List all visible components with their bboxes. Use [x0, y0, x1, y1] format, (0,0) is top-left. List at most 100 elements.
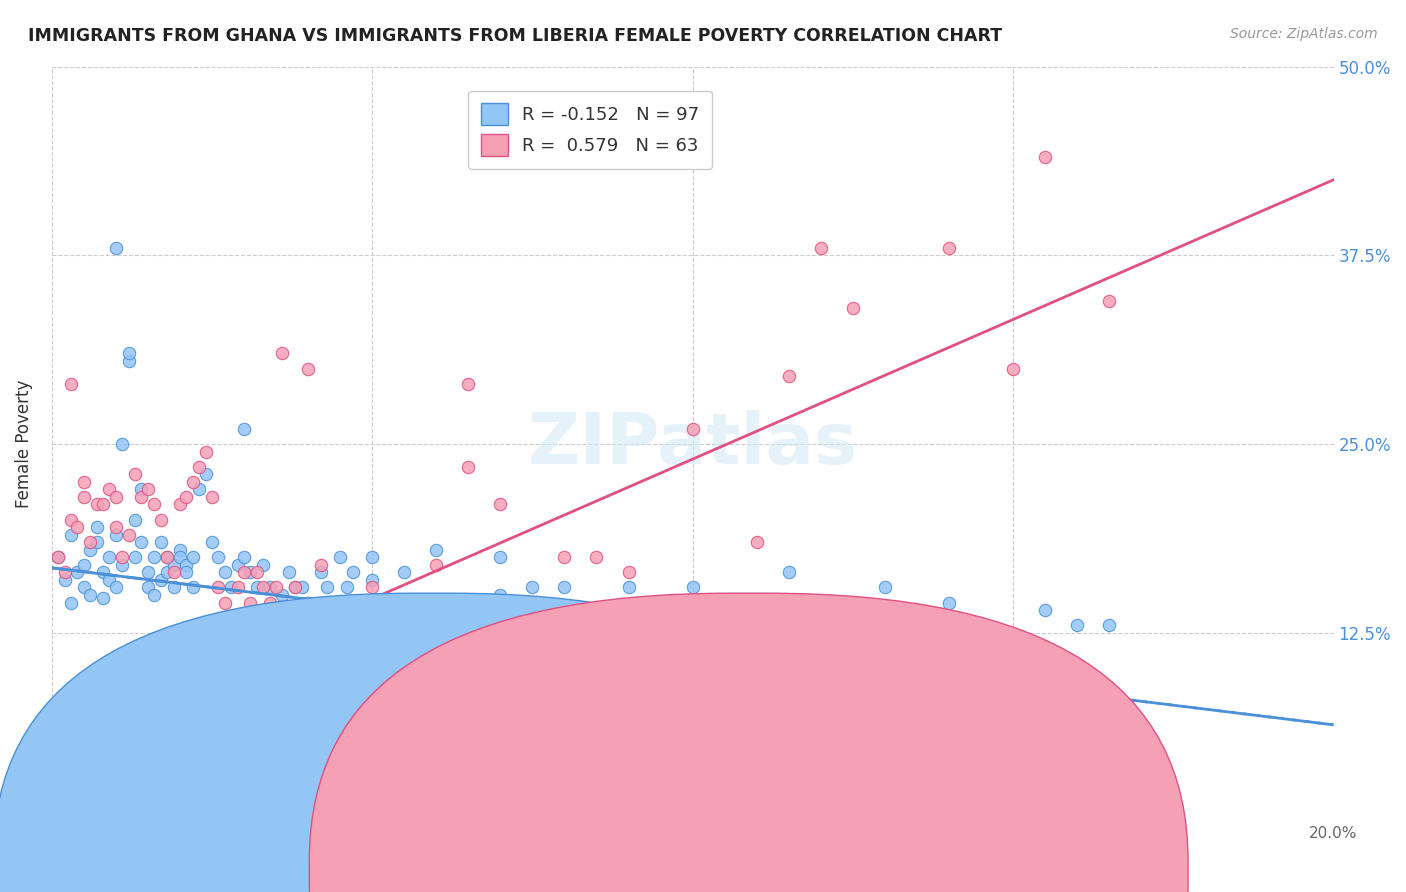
Point — [104, 520, 127, 534]
Point — [585, 550, 607, 565]
Point — [226, 558, 249, 572]
Text: Source: ZipAtlas.com: Source: ZipAtlas.com — [1230, 27, 1378, 41]
Legend: R = -0.152   N = 97, R =  0.579   N = 63: R = -0.152 N = 97, R = 0.579 N = 63 — [468, 91, 711, 169]
Point — [104, 490, 127, 504]
Point — [271, 588, 294, 602]
Point — [394, 566, 416, 580]
Point — [246, 566, 269, 580]
Point — [246, 581, 269, 595]
Point — [264, 603, 287, 617]
Point — [136, 581, 159, 595]
Point — [297, 361, 319, 376]
Point — [322, 603, 344, 617]
Point — [489, 550, 512, 565]
Y-axis label: Female Poverty: Female Poverty — [15, 380, 32, 508]
Point — [73, 475, 96, 489]
Point — [53, 573, 76, 587]
Point — [79, 542, 101, 557]
Point — [457, 459, 479, 474]
Point — [201, 490, 224, 504]
Point — [259, 596, 281, 610]
Point — [226, 581, 249, 595]
Point — [86, 497, 108, 511]
Point — [73, 581, 96, 595]
Point — [425, 558, 447, 572]
Point — [233, 566, 256, 580]
Point — [329, 550, 352, 565]
Point — [149, 573, 172, 587]
Point — [810, 241, 832, 255]
Point — [304, 603, 326, 617]
Point — [98, 550, 121, 565]
Point — [284, 581, 307, 595]
Text: ZIPatlas: ZIPatlas — [527, 409, 858, 478]
Point — [457, 596, 479, 610]
Point — [91, 566, 114, 580]
Point — [91, 497, 114, 511]
Point — [905, 618, 928, 632]
Point — [59, 784, 82, 798]
Point — [264, 581, 287, 595]
Point — [176, 490, 198, 504]
Point — [118, 354, 141, 368]
Point — [143, 497, 166, 511]
Point — [207, 550, 229, 565]
Point — [361, 581, 384, 595]
Text: IMMIGRANTS FROM GHANA VS IMMIGRANTS FROM LIBERIA FEMALE POVERTY CORRELATION CHAR: IMMIGRANTS FROM GHANA VS IMMIGRANTS FROM… — [28, 27, 1002, 45]
Point — [553, 581, 575, 595]
Point — [1098, 618, 1121, 632]
Point — [131, 490, 153, 504]
Point — [73, 490, 96, 504]
Point — [214, 596, 236, 610]
Point — [425, 542, 447, 557]
Point — [118, 527, 141, 541]
Point — [291, 581, 314, 595]
Point — [66, 566, 89, 580]
Point — [297, 596, 319, 610]
Point — [124, 467, 146, 482]
Point — [169, 542, 191, 557]
Point — [73, 558, 96, 572]
Point — [59, 376, 82, 391]
Point — [143, 550, 166, 565]
Point — [970, 656, 993, 670]
Point — [239, 566, 262, 580]
Point — [252, 581, 274, 595]
Point — [111, 437, 134, 451]
Point — [233, 550, 256, 565]
Point — [169, 550, 191, 565]
Point — [143, 588, 166, 602]
Point — [207, 581, 229, 595]
Point — [176, 558, 198, 572]
Point — [1098, 293, 1121, 308]
Point — [156, 550, 179, 565]
Point — [682, 422, 704, 436]
Point — [214, 566, 236, 580]
Point — [842, 301, 865, 315]
Point — [162, 558, 184, 572]
Point — [810, 610, 832, 624]
Point — [284, 581, 307, 595]
Point — [181, 550, 204, 565]
Point — [938, 241, 960, 255]
Point — [1066, 618, 1088, 632]
Point — [169, 497, 191, 511]
Point — [91, 591, 114, 605]
Point — [176, 566, 198, 580]
Text: Immigrants from Liberia: Immigrants from Liberia — [744, 858, 943, 876]
Point — [650, 596, 672, 610]
Point — [111, 558, 134, 572]
Point — [118, 346, 141, 360]
Point — [131, 483, 153, 497]
Point — [1033, 603, 1056, 617]
Point — [938, 596, 960, 610]
Point — [98, 573, 121, 587]
Point — [277, 566, 299, 580]
Point — [59, 596, 82, 610]
Point — [188, 483, 211, 497]
Point — [181, 475, 204, 489]
Point — [66, 520, 89, 534]
Point — [778, 369, 800, 384]
Point — [136, 566, 159, 580]
Point — [181, 581, 204, 595]
